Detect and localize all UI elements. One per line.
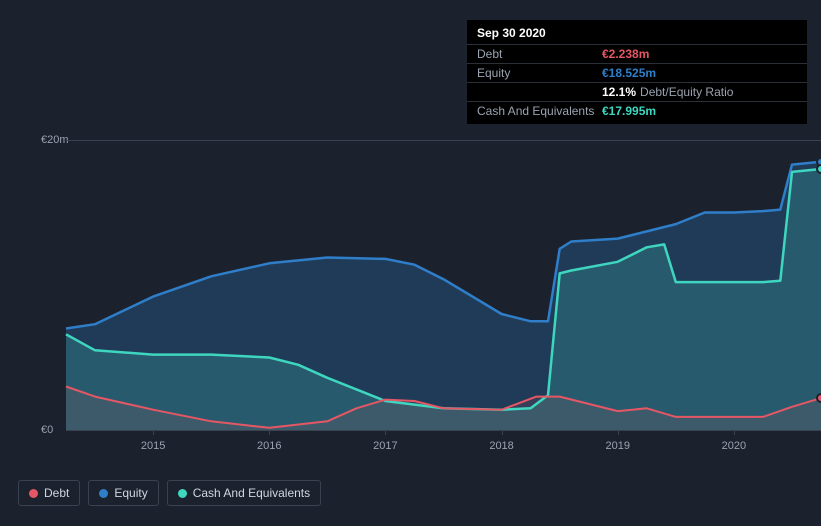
tooltip-key: Cash And Equivalents — [477, 104, 602, 118]
legend-item-cash[interactable]: Cash And Equivalents — [167, 480, 321, 506]
tooltip-value: €18.525m — [602, 66, 656, 80]
legend: Debt Equity Cash And Equivalents — [18, 480, 321, 506]
tooltip-row: Equity€18.525m — [467, 64, 807, 83]
legend-label: Equity — [114, 486, 147, 500]
tooltip-row: Debt€2.238m — [467, 45, 807, 64]
tooltip-row: 12.1%Debt/Equity Ratio — [467, 83, 807, 102]
x-tick-label: 2017 — [373, 440, 397, 452]
legend-item-debt[interactable]: Debt — [18, 480, 80, 506]
legend-label: Cash And Equivalents — [193, 486, 310, 500]
legend-swatch — [99, 489, 108, 498]
chart-svg — [66, 140, 821, 430]
gridline-baseline — [66, 430, 821, 431]
x-tick-label: 2016 — [257, 440, 281, 452]
plot-area[interactable] — [66, 140, 821, 430]
tooltip-value: 12.1%Debt/Equity Ratio — [602, 85, 733, 99]
tooltip-date: Sep 30 2020 — [467, 24, 807, 45]
legend-swatch — [178, 489, 187, 498]
x-tick-label: 2018 — [489, 440, 513, 452]
x-tick-label: 2020 — [722, 440, 746, 452]
chart-tooltip: Sep 30 2020 Debt€2.238mEquity€18.525m12.… — [467, 20, 807, 124]
tooltip-key: Debt — [477, 47, 602, 61]
x-tick — [618, 430, 619, 435]
cash-end-marker — [816, 164, 821, 174]
x-tick — [153, 430, 154, 435]
x-tick — [385, 430, 386, 435]
tooltip-value: €2.238m — [602, 47, 649, 61]
tooltip-suffix: Debt/Equity Ratio — [640, 85, 733, 99]
tooltip-row: Cash And Equivalents€17.995m — [467, 102, 807, 120]
x-tick-label: 2019 — [605, 440, 629, 452]
legend-item-equity[interactable]: Equity — [88, 480, 158, 506]
tooltip-value: €17.995m — [602, 104, 656, 118]
x-tick-label: 2015 — [141, 440, 165, 452]
debt-end-marker — [816, 393, 821, 403]
x-labels-group: 2015 2016 2017 2018 2019 2020 — [66, 440, 821, 460]
tooltip-key: Equity — [477, 66, 602, 80]
y-tick-label-min: €0 — [41, 424, 55, 436]
tooltip-key — [477, 85, 602, 99]
x-tick — [269, 430, 270, 435]
legend-label: Debt — [44, 486, 69, 500]
x-tick — [734, 430, 735, 435]
x-tick — [502, 430, 503, 435]
legend-swatch — [29, 489, 38, 498]
